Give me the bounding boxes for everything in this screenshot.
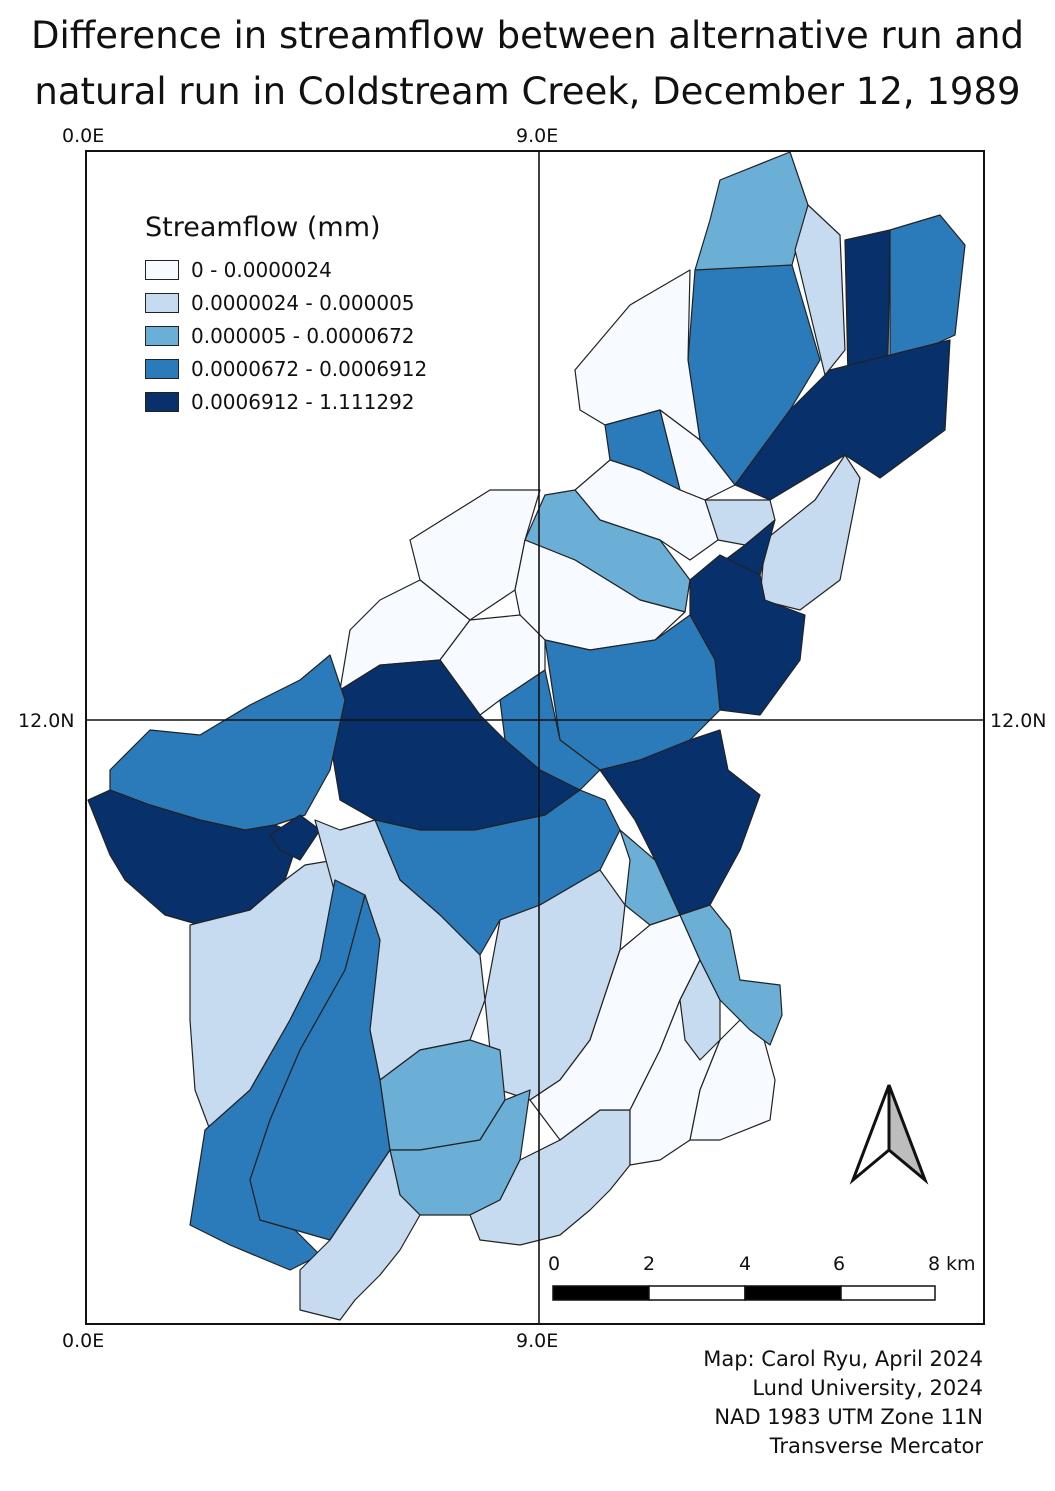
legend-swatch [145,358,179,379]
map-frame [85,150,985,1325]
grid-label-top-left: 0.0E [62,125,105,147]
subbasin [439,614,546,716]
legend-swatch [145,391,179,412]
subbasin [249,894,391,1241]
map-title-line-1: Difference in streamflow between alterna… [31,14,1024,57]
legend-label: 0.0000672 - 0.0006912 [191,356,428,381]
legend-swatch [145,292,179,313]
map-title: Difference in streamflow between alterna… [0,8,1055,120]
north-arrow-icon [849,1084,929,1185]
subbasin [87,789,301,926]
legend-title: Streamflow (mm) [145,212,381,243]
credit-line: Transverse Mercator [769,1434,983,1458]
scale-bar [552,1285,936,1301]
subbasin [299,1149,421,1321]
legend-label: 0.0006912 - 1.111292 [191,389,415,414]
legend-swatch [145,325,179,346]
legend-item: 0 - 0.0000024 [145,253,427,286]
scale-tick-label: 0 [548,1253,561,1275]
scale-tick-label: 8 [928,1253,941,1275]
grid-label-left-mid: 12.0N [18,710,75,732]
legend: Streamflow (mm) 0 - 0.0000024 0.0000024 … [145,212,427,418]
subbasin [679,904,783,1046]
legend-item: 0.0000024 - 0.000005 [145,286,427,319]
subbasin [599,729,761,916]
subbasin [689,1019,776,1141]
legend-item: 0.0006912 - 1.111292 [145,385,427,418]
scale-unit-label: km [946,1253,976,1275]
subbasin [889,214,966,366]
scale-tick-label: 2 [643,1253,656,1275]
credit-line: Map: Carol Ryu, April 2024 [703,1347,983,1371]
legend-label: 0.000005 - 0.0000672 [191,323,415,348]
legend-swatch [145,259,179,280]
legend-item: 0.000005 - 0.0000672 [145,319,427,352]
grid-label-top-mid: 9.0E [516,125,559,147]
subbasin [794,204,846,376]
map-title-line-2: natural run in Coldstream Creek, Decembe… [34,70,1021,113]
credit-line: NAD 1983 UTM Zone 11N [714,1405,983,1429]
grid-label-bottom-left: 0.0E [62,1330,105,1352]
scale-tick-label: 4 [739,1253,752,1275]
map-credits: Map: Carol Ryu, April 2024 Lund Universi… [703,1345,983,1461]
legend-label: 0 - 0.0000024 [191,257,332,282]
scale-tick-label: 6 [833,1253,846,1275]
subbasin [734,339,951,501]
grid-label-right-mid: 12.0N [990,710,1047,732]
credit-line: Lund University, 2024 [752,1376,983,1400]
legend-item: 0.0000672 - 0.0006912 [145,352,427,385]
subbasin [269,814,321,861]
legend-label: 0.0000024 - 0.000005 [191,290,415,315]
grid-label-bottom-mid: 9.0E [516,1330,559,1352]
